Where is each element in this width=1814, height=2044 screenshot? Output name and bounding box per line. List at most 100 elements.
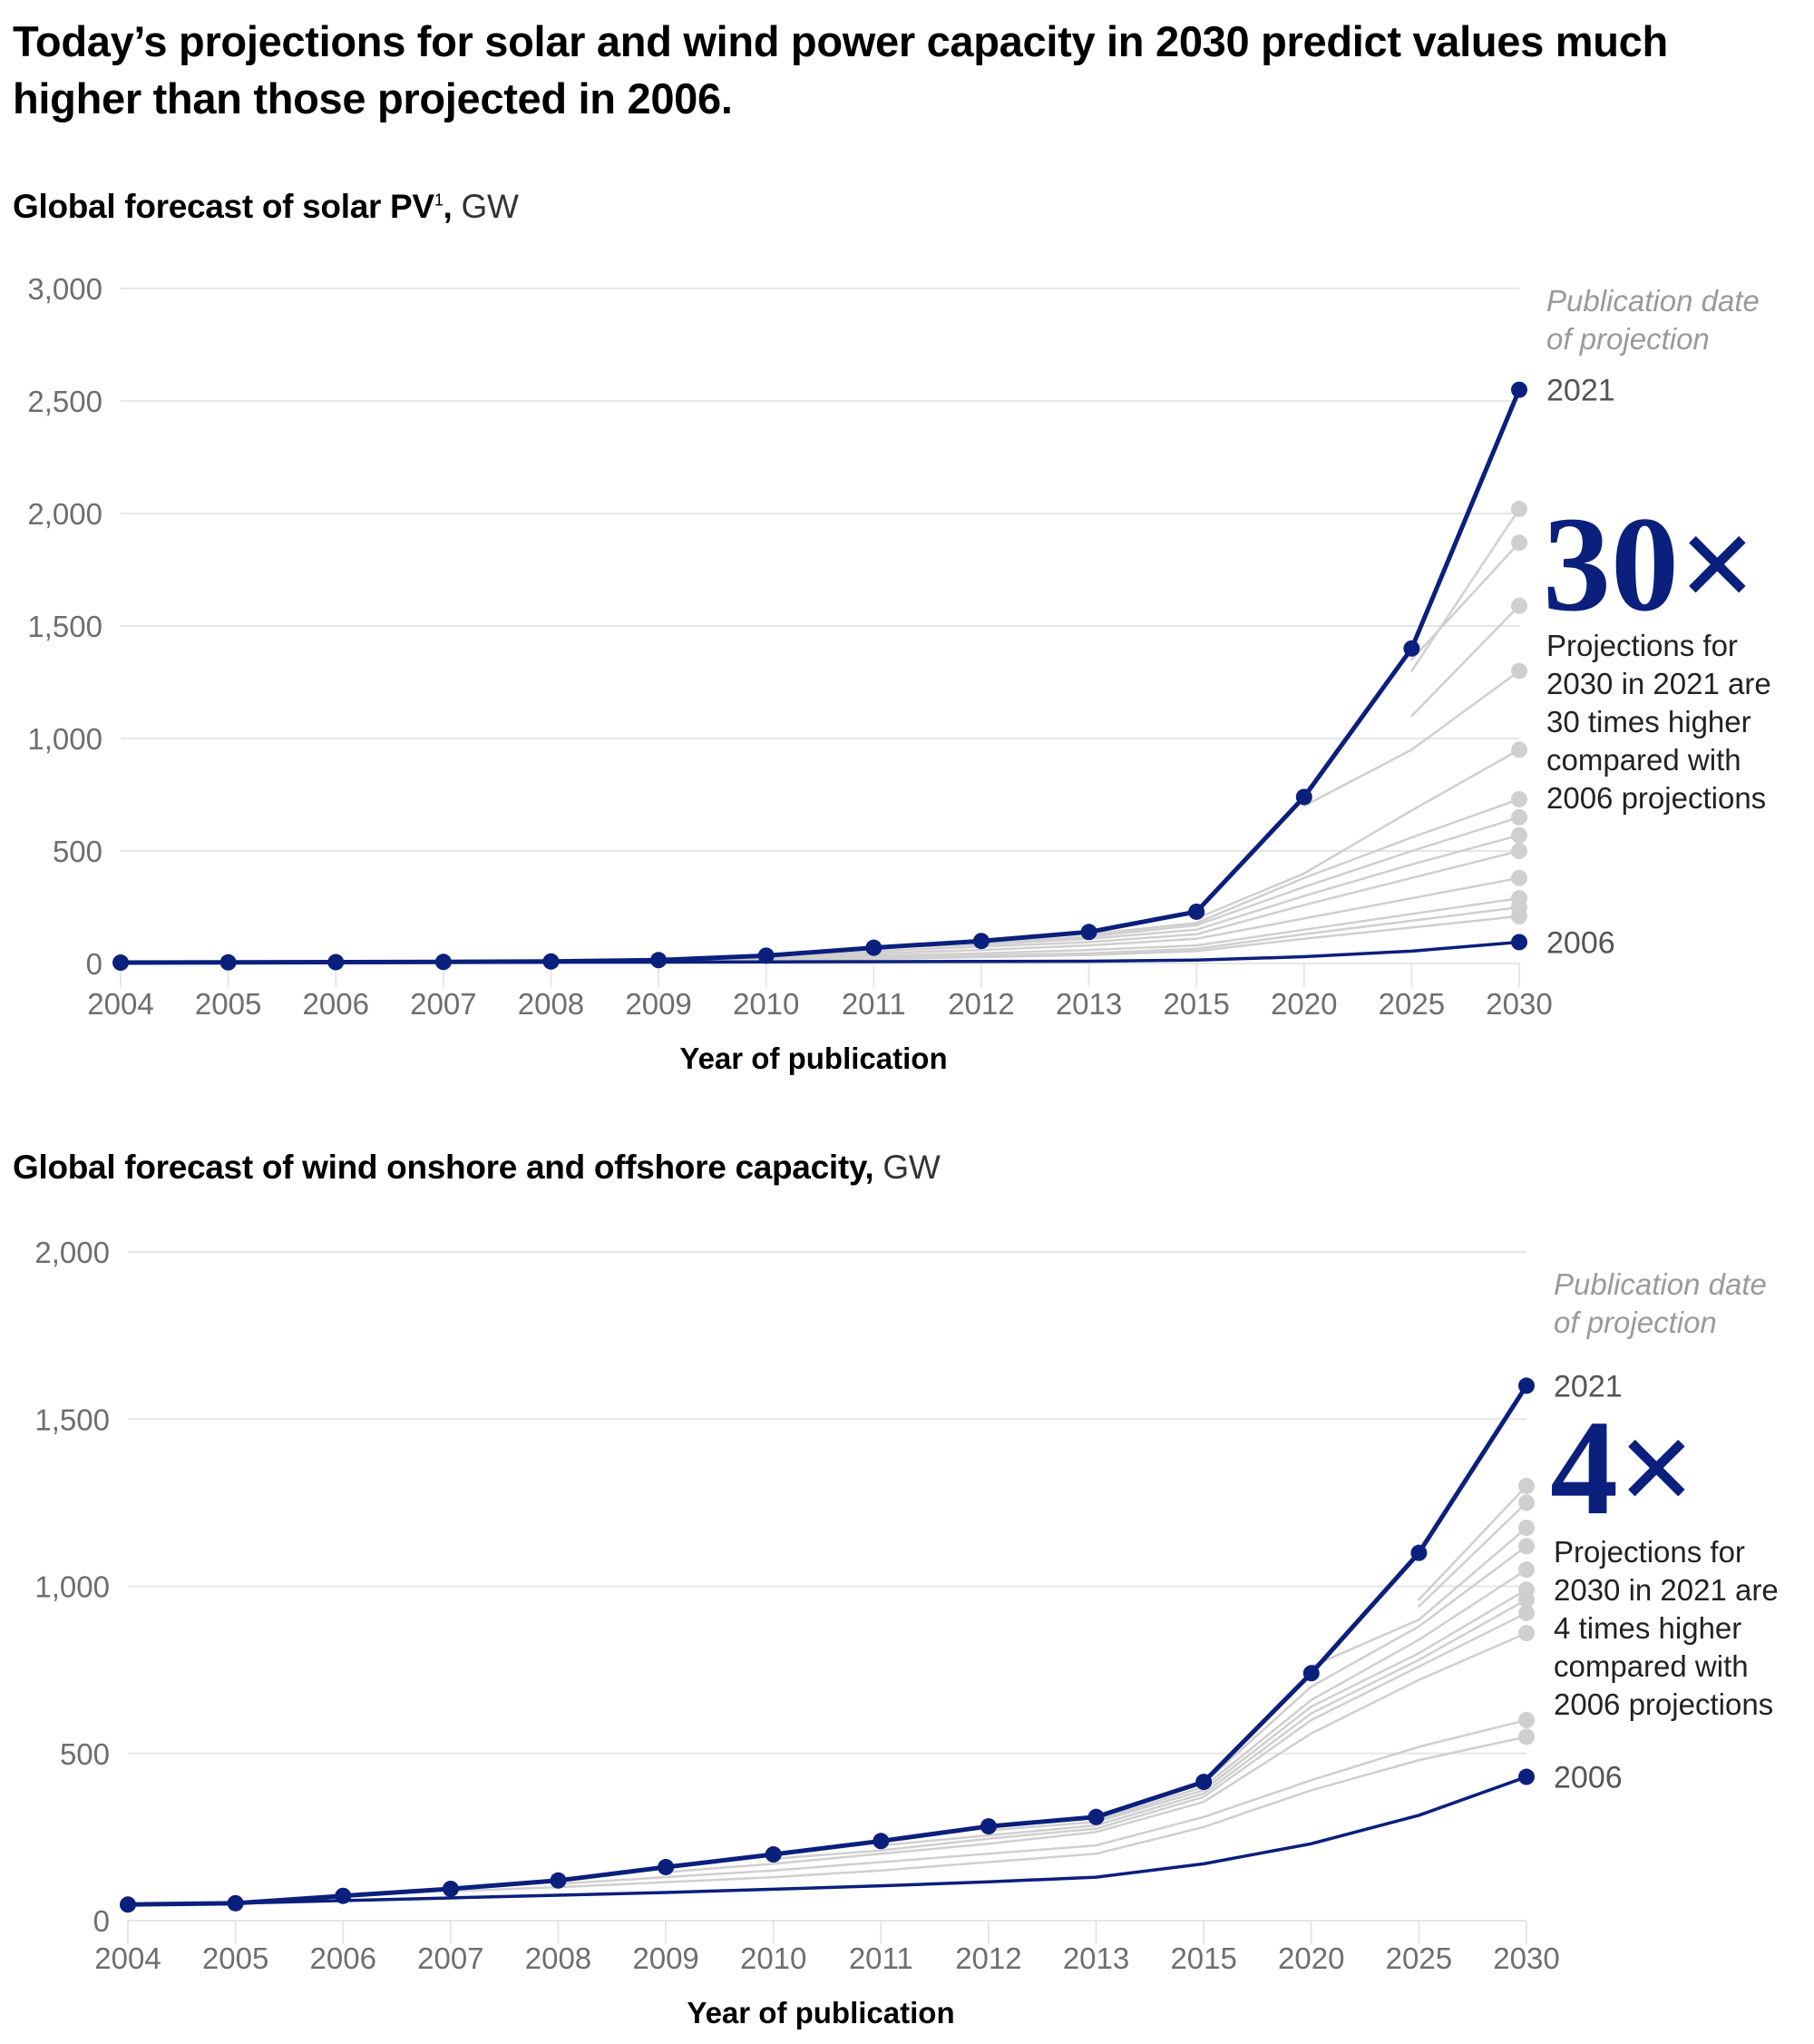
series-line-projection-h — [772, 1611, 1528, 1861]
end-label-2006: 2006 — [1546, 925, 1615, 960]
end-point-2006 — [1511, 934, 1527, 951]
data-point-2021 — [650, 952, 668, 969]
x-axis-title: Year of publication — [687, 1996, 954, 2029]
annotation-note: 2006 projections — [1554, 1687, 1773, 1721]
y-tick-label: 500 — [53, 835, 102, 868]
series-line-projection-b — [1418, 1501, 1528, 1608]
series-line-projection-f — [1087, 797, 1521, 936]
multiplier-annotation: 4× — [1550, 1393, 1695, 1543]
end-label-2021: 2021 — [1554, 1369, 1623, 1403]
x-tick-label: 2011 — [849, 1941, 913, 1975]
x-tick-label: 2012 — [955, 1941, 1021, 1975]
x-tick-label: 2025 — [1379, 987, 1445, 1021]
y-tick-label: 1,500 — [34, 1403, 110, 1436]
data-point-2021 — [1403, 640, 1420, 657]
data-point-2021 — [757, 947, 775, 964]
end-point-projection-c — [1518, 1520, 1535, 1537]
data-point-2021 — [1295, 788, 1312, 806]
series-line-projection-f — [987, 1588, 1528, 1832]
series-line-projection-j — [557, 1718, 1528, 1885]
series-line-2021 — [125, 1383, 1529, 1907]
end-point-projection-b — [1518, 1494, 1535, 1511]
series-line-projection-i — [664, 1631, 1528, 1873]
title-comma: , — [864, 1149, 874, 1186]
x-axis-title: Year of publication — [679, 1042, 947, 1075]
end-point-projection-c — [1511, 597, 1527, 614]
data-point-2021 — [873, 1833, 890, 1850]
x-tick-label: 2004 — [87, 987, 153, 1021]
annotation-note: Projections for — [1546, 629, 1738, 662]
data-point-2021 — [550, 1872, 567, 1889]
end-point-projection-e — [1511, 741, 1527, 758]
end-point-projection-g — [1511, 808, 1527, 826]
y-tick-label: 1,500 — [27, 610, 102, 643]
x-tick-label: 2025 — [1386, 1941, 1452, 1975]
wind-chart-title-text: Global forecast of wind onshore and offs… — [13, 1149, 865, 1186]
multiplier-annotation: 30× — [1543, 489, 1756, 640]
series-line-projection-c — [1410, 604, 1521, 718]
solar-chart: 0 500 1,000 1,500 2,000 2,500 3,000 2004 2005 200… — [27, 272, 1771, 1075]
end-point-projection-m — [1511, 907, 1527, 924]
solar-chart-footnote-marker: 1 — [434, 191, 444, 210]
solar-chart-title: Global forecast of solar PV1, GW — [13, 188, 519, 226]
data-point-2021 — [865, 939, 883, 956]
series-line-projection-a — [1410, 507, 1521, 672]
end-point-projection-i — [1511, 843, 1527, 859]
data-point-2021 — [1087, 1808, 1105, 1825]
end-point-projection-f — [1511, 790, 1527, 807]
series-line-projection-j — [657, 876, 1521, 963]
data-point-2021 — [1410, 1544, 1428, 1561]
data-point-2021 — [972, 933, 990, 950]
end-point-projection-h — [1518, 1604, 1535, 1621]
y-tick-label: 1,000 — [34, 1570, 110, 1604]
series-line-projection-e — [1195, 748, 1521, 920]
series-line-projection-a — [1418, 1484, 1528, 1601]
annotation-note: compared with — [1554, 1649, 1749, 1683]
solar-chart-unit: , GW — [444, 188, 519, 225]
data-point-2021 — [1188, 903, 1205, 920]
data-point-2021 — [1195, 1774, 1213, 1791]
title-comma: , — [443, 188, 453, 225]
series-line-projection-e — [1095, 1568, 1528, 1822]
annotation-note: 2030 in 2021 are — [1546, 667, 1771, 700]
y-tick-label: 2,500 — [27, 385, 102, 418]
y-tick-label: 0 — [86, 947, 102, 981]
x-tick-label: 2030 — [1493, 1941, 1559, 1975]
series-line-projection-d — [1302, 670, 1521, 807]
x-tick-label: 2006 — [303, 987, 369, 1021]
x-tick-label: 2005 — [195, 987, 261, 1021]
wind-chart-unit: , GW — [864, 1149, 940, 1186]
x-tick-label: 2009 — [625, 987, 691, 1021]
data-point-2021 — [442, 1880, 459, 1897]
y-tick-label: 3,000 — [27, 272, 102, 306]
y-tick-label: 500 — [60, 1737, 110, 1771]
legend-caption: of projection — [1546, 322, 1710, 356]
end-label-2021: 2021 — [1546, 374, 1615, 408]
y-tick-label: 2,000 — [27, 497, 102, 531]
x-tick-label: 2013 — [1063, 1941, 1129, 1975]
series-line-projection-d — [1202, 1545, 1528, 1785]
series-line-2006 — [119, 940, 1521, 964]
data-point-2021 — [658, 1859, 675, 1876]
x-tick-label: 2012 — [948, 987, 1014, 1021]
series-line-projection-k — [449, 1736, 1528, 1892]
y-tick-label: 2,000 — [34, 1236, 110, 1269]
title-unit-text: GW — [452, 188, 519, 225]
legend-caption: Publication date — [1554, 1267, 1767, 1301]
end-point-projection-a — [1518, 1477, 1535, 1494]
x-tick-label: 2008 — [518, 987, 584, 1021]
x-tick-label: 2005 — [202, 1941, 268, 1975]
end-point-projection-b — [1511, 534, 1527, 552]
end-label-2006: 2006 — [1554, 1761, 1623, 1795]
data-point-2021 — [980, 1818, 997, 1835]
y-tick-label: 0 — [93, 1904, 110, 1938]
headline: Today’s projections for solar and wind p… — [13, 17, 1668, 122]
series-line-projection-c — [1310, 1526, 1528, 1668]
x-tick-label: 2010 — [740, 1941, 806, 1975]
end-point-projection-g — [1518, 1591, 1535, 1609]
x-tick-label: 2009 — [632, 1941, 698, 1975]
end-point-projection-a — [1511, 501, 1527, 518]
series-line-projection-g — [880, 1598, 1528, 1847]
annotation-note: 2006 projections — [1546, 781, 1766, 815]
